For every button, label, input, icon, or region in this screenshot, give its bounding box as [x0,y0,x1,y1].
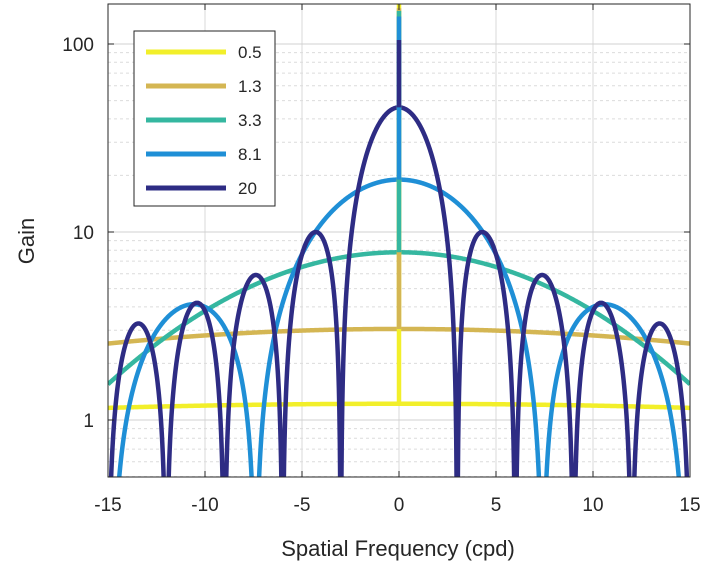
x-tick-label: 0 [394,495,405,516]
x-tick-label: 5 [491,495,502,516]
x-tick-label: 15 [679,495,700,516]
y-tick-label: 1 [83,411,94,432]
x-tick-label: -15 [94,495,121,516]
y-tick-label: 10 [73,223,94,244]
legend-label-1.3: 1.3 [238,77,262,96]
y-tick-label: 100 [62,35,94,56]
x-tick-label: -5 [294,495,311,516]
series-curves [108,4,690,477]
axis-ticks [107,4,691,477]
x-tick-label: -10 [191,495,218,516]
tick-labels: -15 -10 -5 0 5 10 15 1 10 100 [62,35,700,516]
legend: 0.5 1.3 3.3 8.1 20 [133,30,276,207]
legend-label-8.1: 8.1 [238,145,262,164]
x-tick-label: 10 [582,495,603,516]
x-axis-label: Spatial Frequency (cpd) [281,536,515,561]
legend-label-20: 20 [238,179,257,198]
legend-label-0.5: 0.5 [238,43,262,62]
legend-label-3.3: 3.3 [238,111,262,130]
y-axis-label: Gain [14,218,39,264]
